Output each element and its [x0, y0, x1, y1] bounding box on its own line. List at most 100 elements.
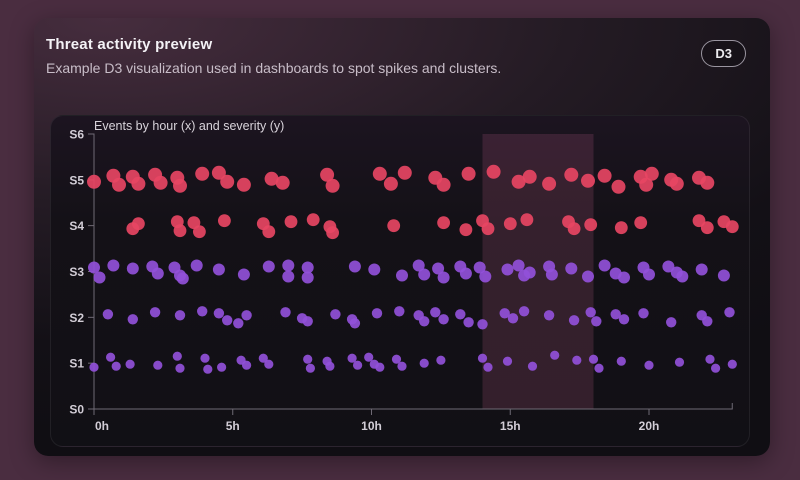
y-tick-label: S0: [69, 403, 84, 417]
data-point-s3: [501, 263, 514, 276]
data-point-s5: [542, 176, 557, 191]
data-point-s1: [397, 361, 407, 371]
data-point-s4: [614, 221, 628, 235]
data-point-s2: [222, 315, 233, 326]
data-point-s5: [611, 179, 626, 194]
data-point-s3: [717, 269, 730, 282]
data-point-s1: [572, 355, 582, 365]
data-point-s4: [132, 217, 145, 231]
severity-scatter-chart: S0 S1 S2 S3 S4 S5 S6 0h 5h 10h 15h 20h: [69, 128, 739, 433]
data-point-s3: [565, 262, 578, 275]
data-point-s5: [461, 166, 476, 181]
data-point-s1: [347, 353, 357, 363]
data-point-s4: [218, 214, 231, 228]
data-point-s5: [522, 169, 537, 184]
data-point-s3: [459, 267, 472, 280]
data-point-s1: [727, 359, 737, 369]
chart-panel: Events by hour (x) and severity (y) S0 S1…: [50, 115, 750, 447]
data-point-s5: [581, 173, 595, 188]
data-point-s1: [264, 359, 274, 369]
data-point-s2: [349, 318, 361, 329]
x-tick-label: 15h: [500, 419, 521, 433]
y-tick-label: S5: [69, 173, 84, 187]
data-point-s4: [262, 225, 276, 239]
data-point-s5: [220, 174, 235, 189]
data-point-s5: [236, 177, 251, 192]
data-point-s5: [639, 177, 654, 192]
data-point-s4: [326, 226, 339, 240]
data-point-s3: [126, 262, 139, 275]
data-point-s5: [112, 177, 126, 192]
data-point-s5: [383, 176, 398, 191]
data-point-s5: [173, 178, 187, 193]
data-point-s3: [88, 261, 100, 274]
data-point-s5: [131, 176, 146, 191]
data-point-s2: [591, 316, 602, 327]
data-point-s1: [502, 356, 513, 366]
data-point-s2: [280, 307, 291, 318]
data-point-s3: [237, 268, 250, 281]
data-point-s2: [618, 314, 630, 325]
data-point-s2: [585, 307, 596, 318]
data-point-s5: [669, 176, 684, 191]
data-point-s5: [372, 166, 387, 181]
data-point-s4: [437, 216, 450, 230]
y-tick-label: S3: [69, 265, 84, 279]
data-point-s5: [320, 167, 335, 182]
data-point-s2: [499, 308, 510, 319]
data-point-s3: [176, 272, 189, 285]
data-point-s1: [258, 353, 268, 363]
data-point-s1: [325, 361, 335, 371]
x-tick-label: 10h: [361, 419, 382, 433]
data-point-s3: [348, 260, 361, 273]
card-header: Threat activity preview Example D3 visua…: [46, 36, 610, 76]
data-point-s4: [567, 222, 581, 236]
data-point-s2: [568, 315, 580, 326]
x-tick-label: 5h: [226, 419, 240, 433]
data-point-s5: [153, 175, 168, 190]
data-point-s5: [87, 174, 101, 189]
data-point-s2: [302, 316, 313, 327]
data-point-s2: [394, 306, 405, 317]
data-point-s3: [190, 259, 203, 272]
data-point-s1: [588, 354, 599, 364]
data-point-s4: [503, 217, 517, 231]
data-point-s3: [545, 268, 558, 281]
data-point-s2: [518, 306, 530, 317]
data-point-s1: [419, 358, 429, 368]
data-point-s2: [507, 313, 519, 324]
data-point-s2: [127, 314, 138, 325]
data-point-s3: [643, 268, 655, 281]
data-point-s3: [396, 269, 408, 282]
data-point-s1: [594, 363, 604, 373]
data-point-s2: [463, 317, 474, 328]
data-point-s2: [543, 310, 555, 321]
data-point-s5: [564, 167, 579, 182]
data-point-s3: [301, 271, 314, 284]
page-subtitle: Example D3 visualization used in dashboa…: [46, 60, 502, 76]
data-point-s5: [325, 178, 340, 193]
data-point-s3: [432, 262, 445, 275]
data-point-s4: [306, 213, 320, 227]
data-point-s4: [725, 220, 739, 234]
data-point-s4: [584, 218, 598, 232]
data-point-s3: [301, 261, 314, 274]
data-point-s4: [193, 225, 206, 239]
data-point-s3: [368, 263, 381, 276]
data-point-s1: [153, 360, 163, 370]
data-point-s3: [582, 270, 594, 283]
data-point-s3: [212, 263, 225, 276]
data-point-s4: [173, 224, 187, 238]
data-point-s1: [242, 360, 252, 370]
data-point-s3: [473, 261, 486, 274]
data-point-s1: [305, 363, 315, 373]
data-point-s1: [364, 352, 374, 362]
data-point-s2: [330, 309, 341, 320]
data-point-s3: [412, 259, 425, 272]
x-tick-label: 0h: [95, 419, 109, 433]
d3-badge-label: D3: [715, 46, 732, 61]
data-point-s1: [125, 359, 135, 369]
data-point-s3: [662, 260, 675, 273]
data-point-s1: [303, 354, 313, 364]
